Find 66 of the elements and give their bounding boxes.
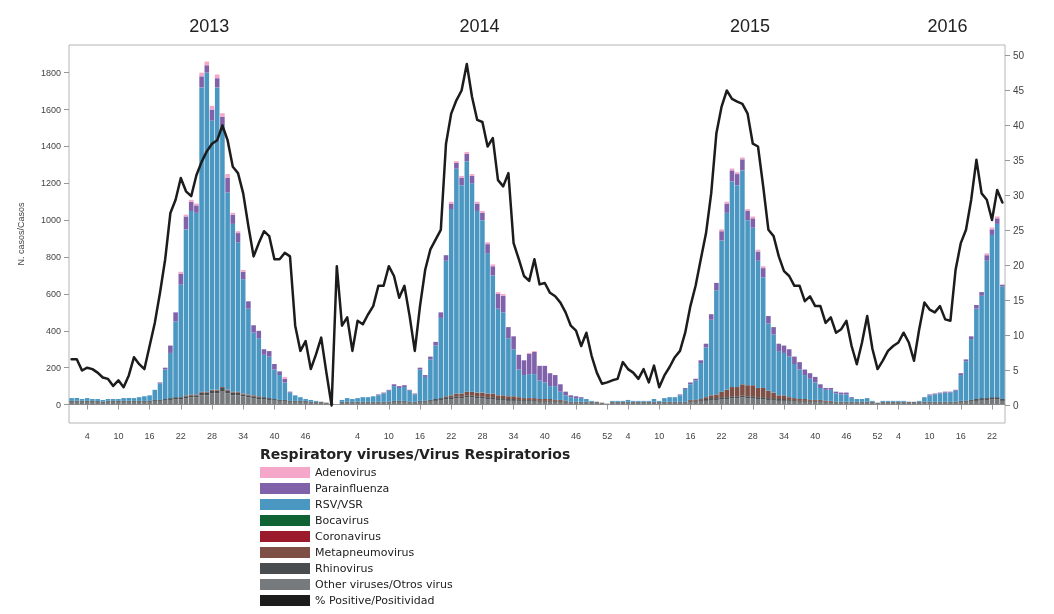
legend-label: Metapneumovirus bbox=[315, 546, 415, 559]
x-tick-label: 46 bbox=[570, 430, 582, 441]
y2-tick-label: 15 bbox=[1013, 295, 1025, 306]
x-tick-label: 10 bbox=[383, 430, 394, 441]
y-tick-label: 1200 bbox=[40, 178, 61, 189]
x-tick-label: 46 bbox=[841, 430, 852, 441]
y2-tick-label: 35 bbox=[1013, 155, 1025, 166]
y-tick-label: 200 bbox=[45, 362, 61, 373]
y-tick-label: 1000 bbox=[40, 215, 61, 226]
x-tick-label: 34 bbox=[778, 430, 790, 441]
y2-tick-label: 10 bbox=[1013, 330, 1025, 341]
y-tick-label: 400 bbox=[45, 325, 61, 336]
y-tick-label: 800 bbox=[45, 252, 61, 263]
x-tick-label: 22 bbox=[986, 430, 998, 441]
x-tick-label: 22 bbox=[716, 430, 727, 441]
x-tick-label: 16 bbox=[685, 430, 696, 441]
y2-tick-label: 20 bbox=[1013, 260, 1025, 271]
legend-label: Adenovirus bbox=[315, 466, 377, 479]
x-tick-label: 34 bbox=[238, 430, 249, 441]
x-tick-label: 16 bbox=[955, 430, 966, 441]
x-tick-label: 4 bbox=[895, 430, 901, 441]
x-tick-label: 52 bbox=[872, 430, 883, 441]
x-tick-label: 4 bbox=[355, 430, 361, 441]
x-tick-label: 22 bbox=[446, 430, 457, 441]
x-tick-label: 52 bbox=[602, 430, 613, 441]
y-tick-label: 600 bbox=[45, 288, 61, 299]
y2-tick-label: 5 bbox=[1013, 365, 1019, 376]
x-tick-label: 34 bbox=[508, 430, 519, 441]
x-tick-label: 22 bbox=[175, 430, 186, 441]
x-tick-label: 40 bbox=[269, 430, 280, 441]
legend-label: Bocavirus bbox=[315, 514, 370, 527]
legend-label: Parainfluenza bbox=[315, 482, 390, 495]
y-tick-label: 1600 bbox=[40, 104, 61, 115]
x-tick-label: 16 bbox=[144, 430, 155, 441]
text: 2013 bbox=[189, 16, 230, 36]
y2-tick-label: 45 bbox=[1013, 85, 1025, 96]
x-tick-label: 40 bbox=[539, 430, 550, 441]
y-tick-label: 1400 bbox=[40, 141, 61, 152]
x-tick-label: 4 bbox=[625, 430, 631, 441]
x-tick-label: 28 bbox=[747, 430, 758, 441]
y-tick-label: 0 bbox=[55, 399, 61, 410]
legend-title: Respiratory viruses/Virus Respiratorios bbox=[260, 446, 571, 462]
legend-label: RSV/VSR bbox=[315, 498, 364, 511]
legend-label: Rhinovirus bbox=[315, 562, 374, 575]
y2-tick-label: 0 bbox=[1013, 400, 1019, 411]
text: 2015 bbox=[729, 16, 771, 36]
text: 2014 bbox=[459, 16, 500, 36]
x-tick-label: 40 bbox=[810, 430, 821, 441]
x-tick-label: 10 bbox=[113, 430, 124, 441]
legend-label: Other viruses/Otros virus bbox=[315, 578, 453, 591]
y2-tick-label: 25 bbox=[1013, 225, 1025, 236]
y2-tick-label: 40 bbox=[1013, 120, 1025, 131]
legend-label: Coronavirus bbox=[315, 530, 382, 543]
text: 2016 bbox=[927, 16, 968, 36]
x-tick-label: 46 bbox=[300, 430, 311, 441]
y2-tick-label: 30 bbox=[1013, 190, 1025, 201]
x-tick-label: 16 bbox=[414, 430, 426, 441]
y2-tick-label: 50 bbox=[1013, 50, 1025, 61]
x-tick-label: 28 bbox=[477, 430, 488, 441]
x-tick-label: 10 bbox=[924, 430, 935, 441]
y-axis-title: N. casos/Casos bbox=[15, 201, 26, 266]
x-tick-label: 28 bbox=[206, 430, 218, 441]
legend-label: % Positive/Positividad bbox=[315, 594, 435, 607]
x-tick-label: 4 bbox=[84, 430, 90, 441]
x-tick-label: 10 bbox=[654, 430, 665, 441]
y-tick-label: 1800 bbox=[40, 67, 61, 78]
